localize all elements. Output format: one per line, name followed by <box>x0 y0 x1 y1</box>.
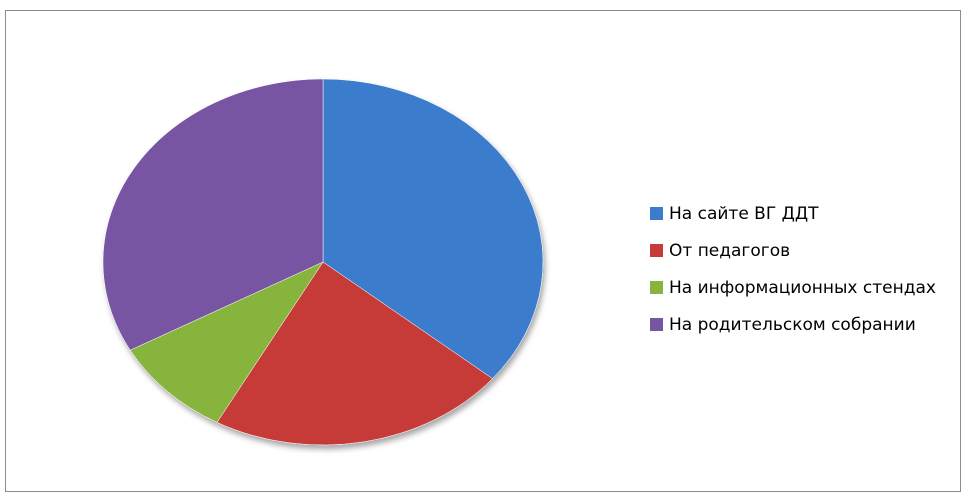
legend-label: На сайте ВГ ДДТ <box>669 203 819 224</box>
legend-item: На родительском собрании <box>650 306 936 343</box>
pie-slice <box>216 261 493 446</box>
legend-label: На информационных стендах <box>669 277 936 298</box>
legend-swatch <box>650 207 663 220</box>
legend-swatch <box>650 318 663 331</box>
legend-label: На родительском собрании <box>669 314 916 335</box>
legend-item: На информационных стендах <box>650 269 936 306</box>
pie-slice <box>129 261 324 423</box>
legend-swatch <box>650 281 663 294</box>
pie-slice <box>102 78 324 351</box>
pie-slice <box>322 78 544 379</box>
legend: На сайте ВГ ДДТ От педагогов На информац… <box>650 195 936 343</box>
legend-item: На сайте ВГ ДДТ <box>650 195 936 232</box>
legend-label: От педагогов <box>669 240 791 261</box>
legend-item: От педагогов <box>650 232 936 269</box>
legend-swatch <box>650 244 663 257</box>
